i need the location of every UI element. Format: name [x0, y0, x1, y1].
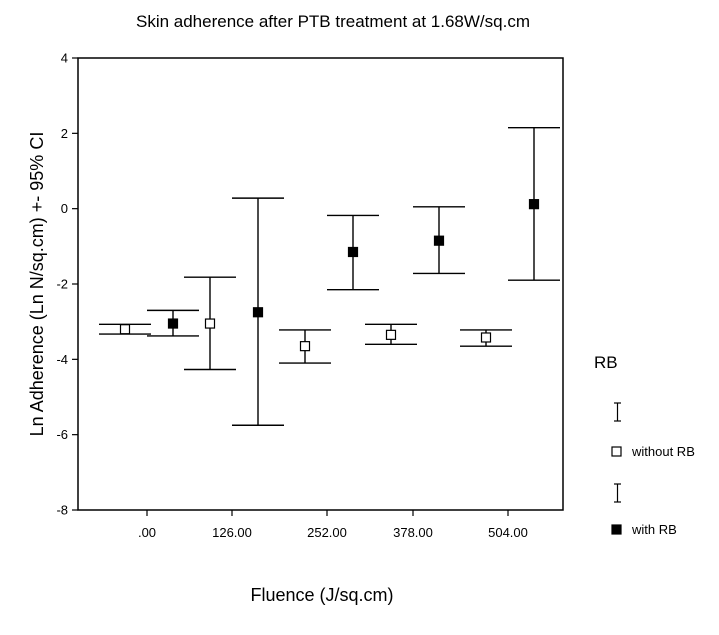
y-axis-label: Ln Adherence (Ln N/sq.cm) +- 95% CI — [27, 132, 47, 437]
point-with-rb-2 — [349, 247, 358, 256]
chart-title: Skin adherence after PTB treatment at 1.… — [136, 12, 530, 31]
legend-marker-with-rb — [612, 525, 621, 534]
x-tick-label-0: .00 — [138, 525, 156, 540]
data-marks — [99, 128, 560, 426]
x-tick-label-2: 252.00 — [307, 525, 347, 540]
legend-errorbar-symbol-with-rb — [614, 484, 621, 502]
y-axis: 4 2 0 -2 -4 -6 -8 — [56, 51, 78, 518]
legend: RB without RB with RB — [594, 353, 695, 537]
legend-label-without-rb: without RB — [631, 444, 695, 459]
point-with-rb-0 — [169, 319, 178, 328]
y-tick-label-5: -6 — [56, 427, 68, 442]
legend-marker-without-rb — [612, 447, 621, 456]
y-tick-label-1: 2 — [61, 126, 68, 141]
y-tick-label-2: 0 — [61, 201, 68, 216]
point-with-rb-4 — [530, 200, 539, 209]
legend-title: RB — [594, 353, 618, 372]
x-axis-label: Fluence (J/sq.cm) — [250, 585, 393, 605]
point-with-rb-3 — [435, 236, 444, 245]
legend-label-with-rb: with RB — [631, 522, 677, 537]
legend-errorbar-symbol-without-rb — [614, 403, 621, 421]
point-without-rb-2 — [301, 342, 310, 351]
y-tick-label-0: 4 — [61, 51, 68, 66]
y-tick-label-3: -2 — [56, 277, 68, 292]
y-tick-label-6: -8 — [56, 503, 68, 518]
point-without-rb-4 — [482, 333, 491, 342]
x-tick-label-4: 504.00 — [488, 525, 528, 540]
point-without-rb-0 — [121, 325, 130, 334]
plot-frame — [78, 58, 563, 510]
x-tick-label-3: 378.00 — [393, 525, 433, 540]
point-with-rb-1 — [254, 308, 263, 317]
point-without-rb-3 — [387, 330, 396, 339]
y-tick-label-4: -4 — [56, 352, 68, 367]
x-tick-label-1: 126.00 — [212, 525, 252, 540]
x-axis: .00 126.00 252.00 378.00 504.00 — [138, 510, 528, 540]
point-without-rb-1 — [206, 319, 215, 328]
